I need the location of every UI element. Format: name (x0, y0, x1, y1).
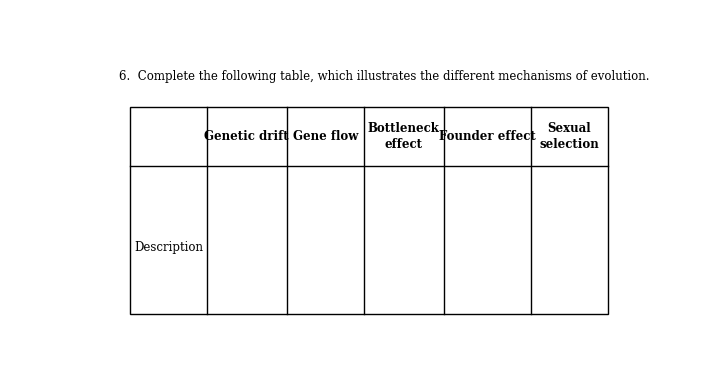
Text: 6.  Complete the following table, which illustrates the different mechanisms of : 6. Complete the following table, which i… (119, 70, 649, 83)
Text: Description: Description (134, 241, 203, 254)
Text: Genetic drift: Genetic drift (204, 130, 289, 143)
Text: Founder effect: Founder effect (439, 130, 536, 143)
Bar (130, 107, 608, 314)
Text: Sexual
selection: Sexual selection (540, 122, 599, 151)
Text: Gene flow: Gene flow (293, 130, 358, 143)
Text: Bottleneck
effect: Bottleneck effect (368, 122, 440, 151)
